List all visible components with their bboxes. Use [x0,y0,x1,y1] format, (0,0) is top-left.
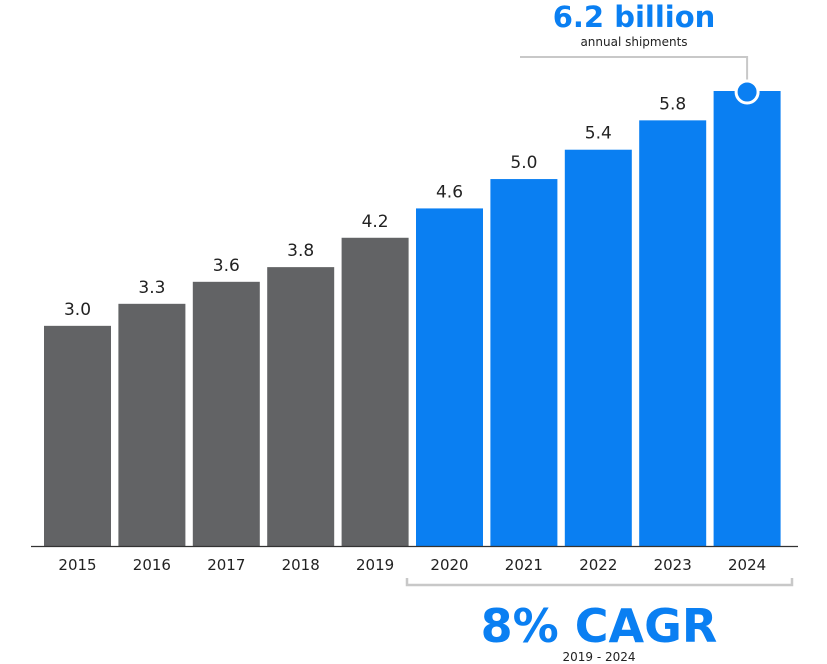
data-label-2022: 5.4 [585,124,612,144]
x-tick-label-2017: 2017 [207,556,245,574]
data-label-2017: 3.6 [213,256,240,276]
cagr-bracket-line [405,578,794,587]
highlight-marker-dot [734,79,760,105]
cagr-period-label: 2019 - 2024 [562,650,635,664]
x-tick-label-2016: 2016 [133,556,171,574]
x-tick-label-2020: 2020 [430,556,468,574]
data-labels-group: 3.0 3.3 3.6 3.8 4.2 4.6 5.0 5.4 5.8 [64,94,686,319]
bar-2023 [639,120,707,546]
bar-2017 [192,281,260,546]
bar-2020 [416,208,483,547]
x-tick-label-2022: 2022 [579,556,617,574]
highlight-sub-label: annual shipments [580,35,687,49]
highlight-value-label: 6.2 billion [553,0,716,34]
bar-2021 [490,179,558,546]
x-tick-label-2024: 2024 [728,556,766,574]
data-label-2015: 3.0 [64,300,91,320]
bar-2022 [564,149,632,546]
data-label-2023: 5.8 [659,94,686,114]
bars-group [44,91,781,547]
highlight-bracket-line [520,56,749,80]
cagr-label: 8% CAGR [481,599,718,653]
x-tick-label-2023: 2023 [654,556,692,574]
data-label-2020: 4.6 [436,182,463,202]
bar-2018 [267,267,335,546]
bar-2015 [44,325,111,546]
x-tick-labels-group: 2015 2016 2017 2018 2019 2020 2021 2022 2023 2024 [58,556,766,574]
x-tick-label-2021: 2021 [505,556,543,574]
bar-2024 [713,91,781,546]
bar-2016 [118,303,186,546]
data-label-2019: 4.2 [362,212,389,232]
data-label-2018: 3.8 [287,241,314,261]
x-tick-label-2015: 2015 [58,556,96,574]
bar-2019 [341,237,409,546]
data-label-2016: 3.3 [138,278,165,298]
cagr-callout: 8% CAGR 2019 - 2024 [405,578,794,664]
data-label-2021: 5.0 [510,153,537,173]
x-tick-label-2019: 2019 [356,556,394,574]
highlight-callout: 6.2 billion annual shipments [520,0,760,105]
x-tick-label-2018: 2018 [282,556,320,574]
